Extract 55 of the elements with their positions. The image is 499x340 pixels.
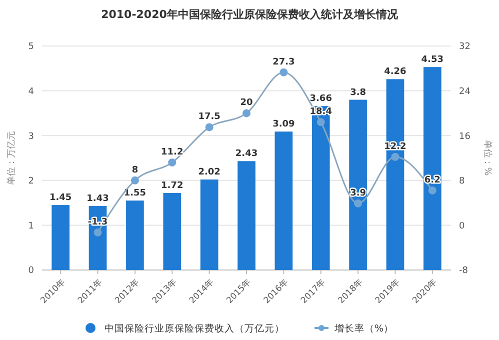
data-label: 1.43 [86,194,109,204]
data-label: 2.02 [198,168,220,178]
y-tick-label: 2 [28,176,34,187]
y-tick-label: 5 [28,42,34,52]
y2-tick-label: 16 [459,132,471,142]
bar [163,192,182,270]
point [428,186,436,194]
y2-tick-label: -8 [459,266,468,276]
point [94,228,102,236]
bar [386,79,404,270]
data-label: 1.55 [124,188,146,199]
data-label: 1.72 [161,180,184,191]
data-label: 3.66 [310,94,332,104]
point [205,123,214,132]
y-tick-label: 0 [28,266,34,276]
y2-tick-label: 24 [459,86,471,97]
legend-label: 增长率（%） [334,322,394,334]
data-label: 11.2 [161,147,184,158]
legend-label: 中国保险行业原保险保费收入（万亿元） [104,322,284,334]
y-tick-label: 3 [28,132,34,142]
bar [52,205,70,270]
y-tick-label: 1 [28,221,34,232]
bar [126,200,144,270]
y-tick-label: 4 [28,86,34,97]
data-label: 3.8 [350,88,366,98]
y2-tick-label: 8 [459,176,465,187]
data-label: 27.3 [272,57,295,68]
bar [274,132,293,270]
data-label: 20 [240,98,253,108]
y2-tick-label: 0 [459,221,465,232]
y2-axis-title: 单位：% [482,140,493,176]
point [316,118,325,126]
bar [423,67,442,270]
data-label: 4.53 [421,55,444,66]
bar [200,180,218,270]
point [391,152,400,161]
point [354,199,362,208]
point [280,68,288,76]
data-label: 3.9 [350,188,366,198]
data-label: 1.45 [49,193,72,204]
data-label: 8 [132,165,138,176]
data-label: 4.26 [384,67,406,78]
y2-tick-label: 32 [459,42,470,52]
chart-title: 2010-2020年中国保险行业原保险保费收入统计及增长情况 [101,8,399,21]
point [168,158,176,166]
point [242,109,250,118]
bar [312,106,330,270]
bar [349,100,367,270]
y-axis-title: 单位：万亿元 [6,131,17,185]
data-label: 6.2 [424,175,440,186]
data-label: 17.5 [198,112,220,122]
bar [238,161,256,270]
data-label: 2.43 [235,149,258,160]
data-label: 3.09 [272,120,295,130]
point [130,176,139,184]
